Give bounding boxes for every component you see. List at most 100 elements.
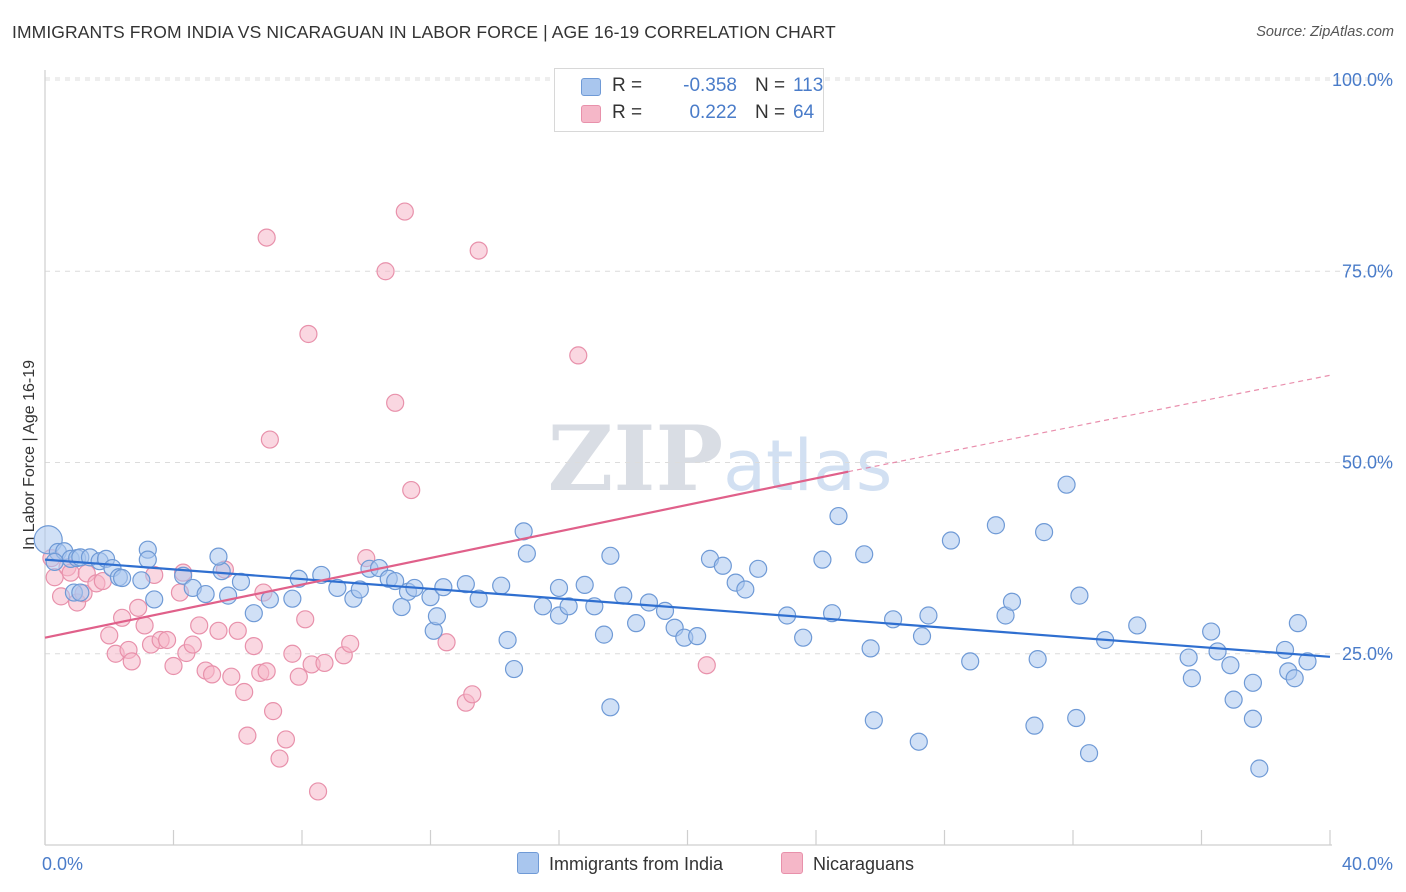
legend: Immigrants from India Nicaraguans [0, 852, 1406, 878]
r-label: R = [612, 75, 643, 96]
india-point [1028, 650, 1047, 669]
india-point [855, 545, 874, 564]
india-point [1221, 656, 1240, 675]
nicaraguan-point [341, 634, 360, 653]
n-label: N = [755, 102, 786, 123]
y-tick-label: 75.0% [1342, 261, 1393, 281]
india-point [145, 590, 164, 609]
india-point [575, 575, 594, 595]
india-point [196, 584, 215, 604]
nicaraguan-swatch [581, 105, 601, 123]
india-point [909, 732, 928, 751]
nicaraguan-point [270, 749, 289, 768]
india-point [1182, 669, 1201, 688]
y-tick-label: 100.0% [1332, 70, 1393, 90]
india-point [614, 586, 633, 605]
india-point [864, 711, 883, 730]
legend-item-nicaraguans[interactable]: Nicaraguans [781, 852, 914, 875]
india-point [639, 593, 659, 612]
x-tick-label: 40.0% [1342, 854, 1393, 874]
nicaraguan-point [129, 598, 148, 617]
nicaraguan-point [296, 610, 315, 629]
india-point [986, 516, 1006, 535]
tick-labels: 25.0% 50.0% 75.0% 100.0% 0.0% 40.0% [42, 70, 1393, 874]
nicaraguan-point [157, 630, 177, 650]
trend-lines [44, 374, 1331, 658]
india-point [1025, 716, 1044, 735]
india-point [132, 571, 151, 590]
watermark-zip: ZIP [548, 406, 723, 512]
nicaraguan-swatch [781, 852, 803, 874]
india-point [736, 580, 755, 599]
india-point [469, 589, 488, 608]
nicaraguan-point [402, 480, 421, 500]
india-point [350, 580, 369, 599]
india-point [517, 544, 536, 563]
india-point [244, 604, 263, 623]
watermark: ZIPatlas [548, 406, 893, 512]
legend-item-india[interactable]: Immigrants from India [517, 852, 723, 875]
india-point [1224, 690, 1243, 709]
india-point [626, 614, 646, 633]
nicaraguan-point [222, 667, 241, 686]
india-point [961, 652, 980, 671]
india-point [1243, 709, 1263, 728]
n-label: N = [755, 75, 786, 96]
nicaraguan-point [276, 730, 296, 749]
r-value: -0.358 [683, 75, 737, 96]
nicaraguan-point [190, 616, 209, 635]
india-point [601, 546, 620, 565]
nicaraguan-point [569, 346, 588, 365]
stats-box: R = -0.358 N = 113 R = 0.222 N = 64 [554, 68, 824, 132]
nicaraguan-point [463, 685, 482, 704]
india-point [749, 559, 768, 578]
india-point [1057, 475, 1076, 494]
nicaraguan-point [395, 202, 414, 221]
india-point [1067, 708, 1086, 728]
india-point [209, 547, 228, 566]
india-point [45, 552, 64, 572]
india-trend-line [44, 558, 1331, 658]
india-points [33, 475, 1317, 778]
nicaraguan-point [308, 782, 328, 801]
nicaraguan-point [437, 633, 456, 652]
india-point [794, 628, 813, 647]
nicaraguan-point [228, 621, 247, 640]
india-point [498, 630, 517, 650]
india-point [328, 578, 347, 598]
india-point [1250, 759, 1269, 778]
india-point [112, 568, 132, 588]
india-point [829, 506, 848, 526]
india-point [688, 627, 707, 646]
nicaraguan-point [697, 656, 716, 675]
axis-layer [44, 70, 1332, 846]
y-tick-label: 25.0% [1342, 644, 1393, 664]
india-point [813, 550, 832, 569]
india-point [1070, 586, 1089, 605]
nicaraguan-point [263, 702, 283, 721]
n-value: 113 [793, 75, 824, 96]
r-label: R = [612, 102, 643, 123]
india-point [941, 531, 961, 550]
india-point [549, 578, 569, 598]
india-point [1298, 652, 1317, 671]
india-point [427, 607, 447, 626]
nicaraguan-point [202, 665, 222, 684]
india-point [1275, 640, 1295, 660]
nicaraguan-point [238, 726, 257, 745]
nicaraguan-point [260, 430, 279, 449]
india-point [283, 589, 302, 608]
india-point [1128, 616, 1147, 635]
n-value: 64 [793, 102, 815, 123]
india-point [1034, 523, 1054, 542]
legend-label-india: Immigrants from India [549, 854, 724, 874]
india-point [533, 597, 553, 616]
india-point [1202, 622, 1221, 641]
y-tick-label: 50.0% [1342, 453, 1393, 473]
nicaraguan-point [164, 656, 183, 676]
india-point [1002, 592, 1022, 611]
india-point [713, 556, 732, 575]
india-point [231, 572, 251, 591]
nicaraguan-point [257, 228, 276, 247]
nicaraguan-point [235, 682, 254, 702]
